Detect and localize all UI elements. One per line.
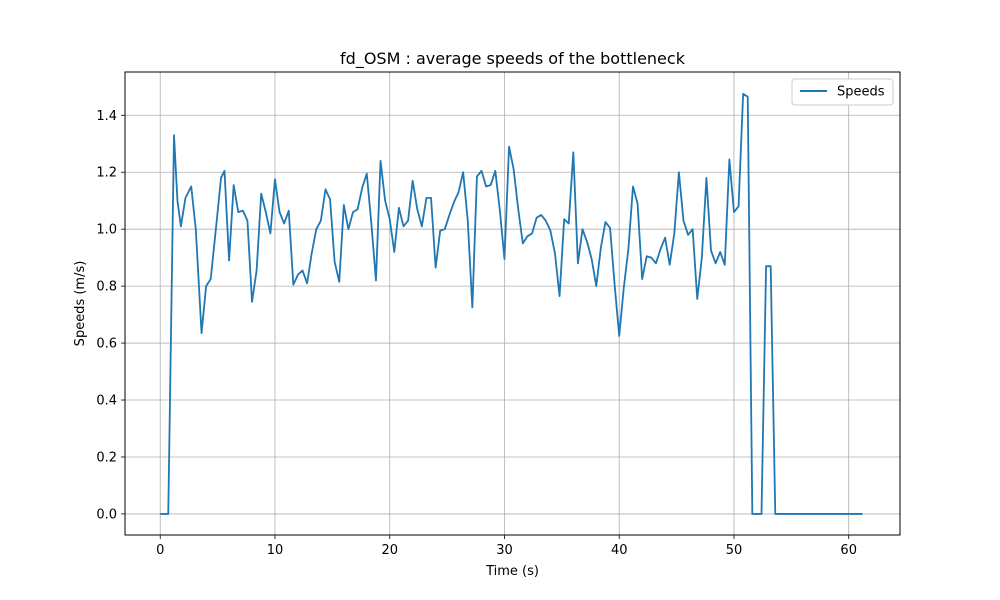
x-tick-label: 60	[840, 543, 857, 558]
legend-label-speeds: Speeds	[837, 85, 885, 100]
y-tick-label: 1.2	[96, 166, 117, 181]
x-tick-label: 10	[267, 543, 284, 558]
x-tick-label: 50	[726, 543, 743, 558]
series-line-speeds	[160, 93, 863, 515]
chart-title: fd_OSM : average speeds of the bottlenec…	[340, 49, 686, 69]
x-axis-label: Time (s)	[485, 564, 539, 579]
y-axis-ticks: 0.0 0.2 0.4 0.6 0.8 1.0 1.2 1.4	[96, 109, 125, 522]
x-axis-ticks: 0 10 20 30 40 50 60	[156, 535, 857, 558]
y-axis-label: Speeds (m/s)	[73, 261, 88, 347]
x-tick-label: 30	[496, 543, 513, 558]
series-lines	[160, 93, 863, 515]
y-tick-label: 0.0	[96, 507, 117, 522]
x-tick-label: 20	[381, 543, 398, 558]
plot-area-frame	[124, 71, 901, 536]
x-tick-label: 0	[156, 543, 164, 558]
y-tick-label: 0.2	[96, 450, 117, 465]
y-tick-label: 0.8	[96, 280, 117, 295]
legend-box	[791, 78, 894, 106]
y-tick-label: 1.4	[96, 109, 117, 124]
legend: Speeds	[791, 78, 894, 106]
x-tick-label: 40	[611, 543, 628, 558]
y-tick-label: 0.4	[96, 394, 117, 409]
y-tick-label: 1.0	[96, 223, 117, 238]
grid-lines	[125, 72, 900, 535]
y-tick-label: 0.6	[96, 337, 117, 352]
